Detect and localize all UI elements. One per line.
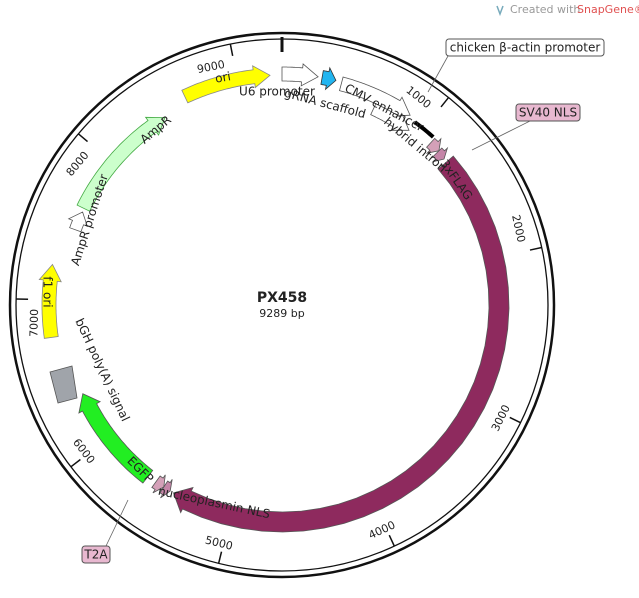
feature-shape	[76, 116, 166, 212]
feature-shape	[370, 103, 410, 131]
feature-label: T2A	[83, 548, 108, 562]
tick-label: 5000	[204, 534, 234, 553]
callout-box	[515, 103, 581, 122]
outer-ring	[8, 31, 556, 579]
tick-mark	[70, 458, 81, 468]
feature-shape	[49, 365, 78, 404]
feature-label: ori	[214, 69, 232, 85]
feature-label: Cas9	[457, 442, 487, 477]
tick-label: 4000	[366, 518, 397, 542]
credit: Created with	[510, 3, 580, 16]
feature-shape	[172, 155, 510, 533]
tick-label: 9000	[196, 58, 226, 76]
feature-shape	[151, 474, 166, 494]
feature-shape	[38, 263, 62, 339]
plasmid-length: 9289 bp	[259, 307, 304, 320]
feature-shape	[431, 146, 449, 163]
tick-mark	[509, 416, 521, 424]
tick-mark	[388, 534, 396, 547]
tick-mark	[217, 551, 223, 564]
feature-shape	[181, 65, 271, 104]
callout-box	[81, 545, 111, 564]
feature-shape	[67, 211, 88, 233]
tick-label: 2000	[509, 214, 528, 244]
logo	[496, 5, 504, 17]
feature-label: U6 promoter	[239, 85, 315, 99]
feature-label: SV40 NLS	[519, 106, 577, 120]
callout-box	[445, 38, 605, 57]
tick-label: 8000	[64, 149, 92, 179]
feature-shape	[425, 137, 442, 154]
callout-line	[427, 55, 449, 93]
feature-label: chicken β-actin promoter	[450, 41, 601, 55]
tick-mark	[529, 246, 542, 251]
feature-shape	[320, 66, 337, 91]
tick-label: 1000	[404, 84, 434, 112]
plasmid-name: PX458	[257, 290, 307, 306]
callout-line	[471, 117, 537, 151]
feature-shape	[78, 393, 154, 484]
brand: SnapGene®	[577, 3, 639, 16]
tick-label: 3000	[489, 403, 513, 434]
tick-mark	[440, 97, 450, 108]
feature-shape	[413, 120, 435, 139]
callout-line	[105, 499, 129, 547]
tick-label: 7000	[27, 309, 41, 337]
feature-shape	[159, 479, 173, 499]
feature-label: f1 ori	[41, 276, 55, 307]
tick-label: 6000	[70, 436, 97, 466]
tick-mark	[77, 133, 89, 143]
tick-mark	[229, 43, 234, 56]
feature-shape	[281, 63, 319, 87]
